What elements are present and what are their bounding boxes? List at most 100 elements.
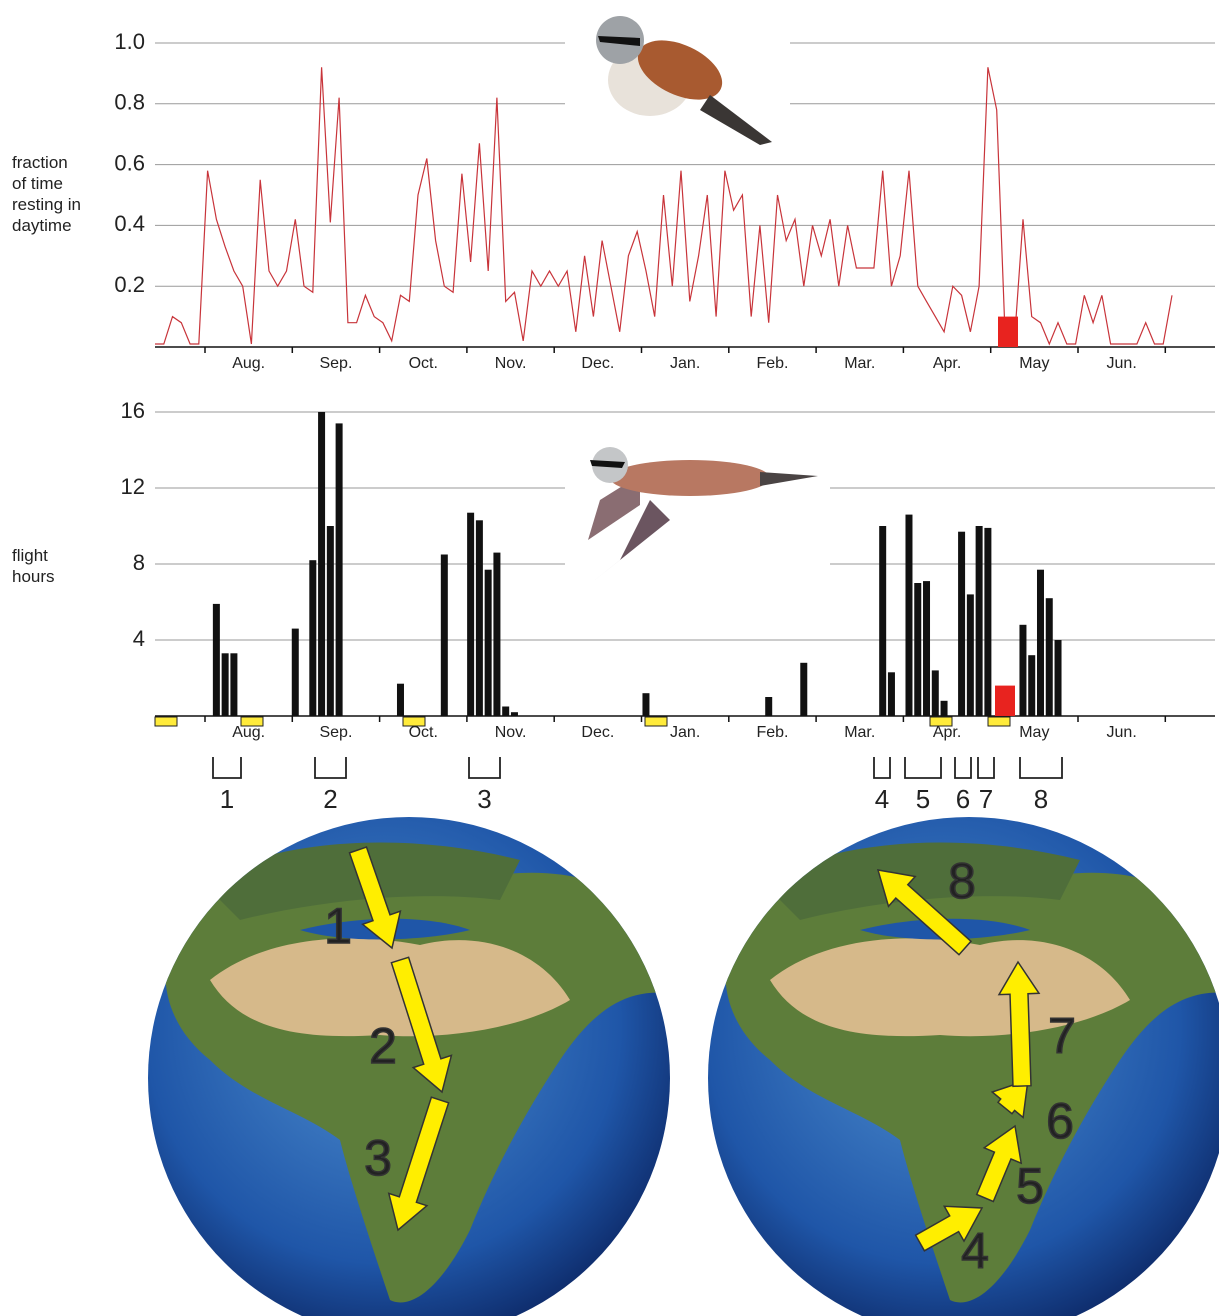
y-tick-label: 0.2 (114, 272, 145, 297)
y-axis-label: fraction of time resting in daytime (12, 153, 81, 235)
bar (318, 412, 326, 716)
bar (1045, 598, 1053, 716)
map-label: 1 (324, 898, 352, 954)
bar (642, 693, 650, 716)
bar (212, 603, 220, 716)
arrow (990, 1078, 1029, 1119)
bar (1036, 569, 1044, 716)
bar (966, 594, 974, 716)
bar (1028, 655, 1036, 716)
x-tick-label: Dec. (581, 724, 614, 741)
bout-bracket (977, 757, 995, 779)
bout-label: 7 (979, 784, 993, 814)
x-tick-label: May (1019, 355, 1049, 372)
bird-tail (700, 95, 772, 145)
bar (309, 560, 317, 716)
bout-label: 6 (956, 784, 970, 814)
bar (879, 526, 887, 716)
y-tick-label: 0.8 (114, 90, 145, 115)
bar (975, 526, 983, 716)
y-tick-label: 12 (121, 474, 145, 499)
x-tick-label: Mar. (844, 724, 875, 741)
bird-body (610, 460, 770, 496)
bout-label: 8 (1034, 784, 1048, 814)
x-tick-label: Sep. (319, 355, 352, 372)
x-tick-label: Nov. (495, 355, 527, 372)
x-tick-label: Oct. (409, 724, 438, 741)
bar (1054, 640, 1062, 716)
x-tick-label: Apr. (933, 355, 961, 372)
bout-bracket (873, 757, 891, 779)
night-marker (644, 716, 668, 727)
map-label: 8 (948, 853, 976, 909)
y-axis-label: flight hours (12, 546, 55, 586)
x-tick-label: May (1019, 724, 1049, 741)
bar (931, 670, 939, 716)
bout-label: 4 (875, 784, 889, 814)
bar (923, 581, 931, 716)
x-tick-label: Feb. (756, 355, 788, 372)
map-label: 7 (1048, 1008, 1076, 1064)
bar (440, 554, 448, 716)
map-label: 3 (364, 1130, 392, 1186)
bar (493, 552, 501, 716)
bar (335, 423, 343, 716)
bar (467, 512, 475, 716)
y-tick-label: 16 (121, 398, 145, 423)
europe (760, 842, 1080, 920)
bout-bracket (904, 757, 942, 779)
x-tick-label: Jun. (1107, 355, 1137, 372)
bout-bracket (314, 757, 347, 779)
bout-bracket (212, 757, 242, 779)
bar (887, 672, 895, 716)
land (725, 842, 1219, 1303)
bird-wing (595, 500, 670, 580)
x-tick-label: Jan. (670, 355, 700, 372)
bout-bracket (468, 757, 501, 779)
bar (905, 514, 913, 716)
arrow (387, 1096, 450, 1232)
bar (230, 653, 238, 716)
bar (291, 628, 299, 716)
arrow (876, 869, 973, 956)
map-label: 6 (1046, 1093, 1074, 1149)
night-marker (240, 716, 264, 727)
bar (940, 700, 948, 716)
bar (914, 583, 922, 716)
bout-bracket (954, 757, 972, 779)
bird-tail (760, 472, 818, 486)
bar (484, 569, 492, 716)
x-tick-label: Jan. (670, 724, 700, 741)
night-marker (402, 716, 426, 727)
arrow (348, 846, 402, 950)
bar (1019, 624, 1027, 716)
bar (502, 706, 510, 716)
x-tick-label: Mar. (844, 355, 875, 372)
x-tick-label: Aug. (232, 724, 265, 741)
bout-label: 2 (323, 784, 337, 814)
x-tick-label: Dec. (581, 355, 614, 372)
night-marker (929, 716, 953, 727)
x-tick-label: Aug. (232, 355, 265, 372)
desert (210, 938, 570, 1037)
x-tick-label: Oct. (409, 355, 438, 372)
bar (221, 653, 229, 716)
y-tick-label: 8 (133, 550, 145, 575)
bar (800, 662, 808, 716)
map-label: 4 (961, 1223, 989, 1279)
x-tick-label: Nov. (495, 724, 527, 741)
highlight-bar (998, 316, 1018, 347)
x-tick-label: Feb. (756, 724, 788, 741)
highlight-bar (995, 685, 1015, 716)
line (155, 67, 1173, 346)
bout-label: 1 (220, 784, 234, 814)
bar (765, 697, 773, 716)
map-label: 5 (1016, 1158, 1044, 1214)
bout-label: 5 (916, 784, 930, 814)
bar (958, 531, 966, 716)
bar (326, 526, 334, 716)
bird-back (637, 40, 723, 100)
x-tick-label: Jun. (1107, 724, 1137, 741)
arrow (390, 956, 453, 1094)
